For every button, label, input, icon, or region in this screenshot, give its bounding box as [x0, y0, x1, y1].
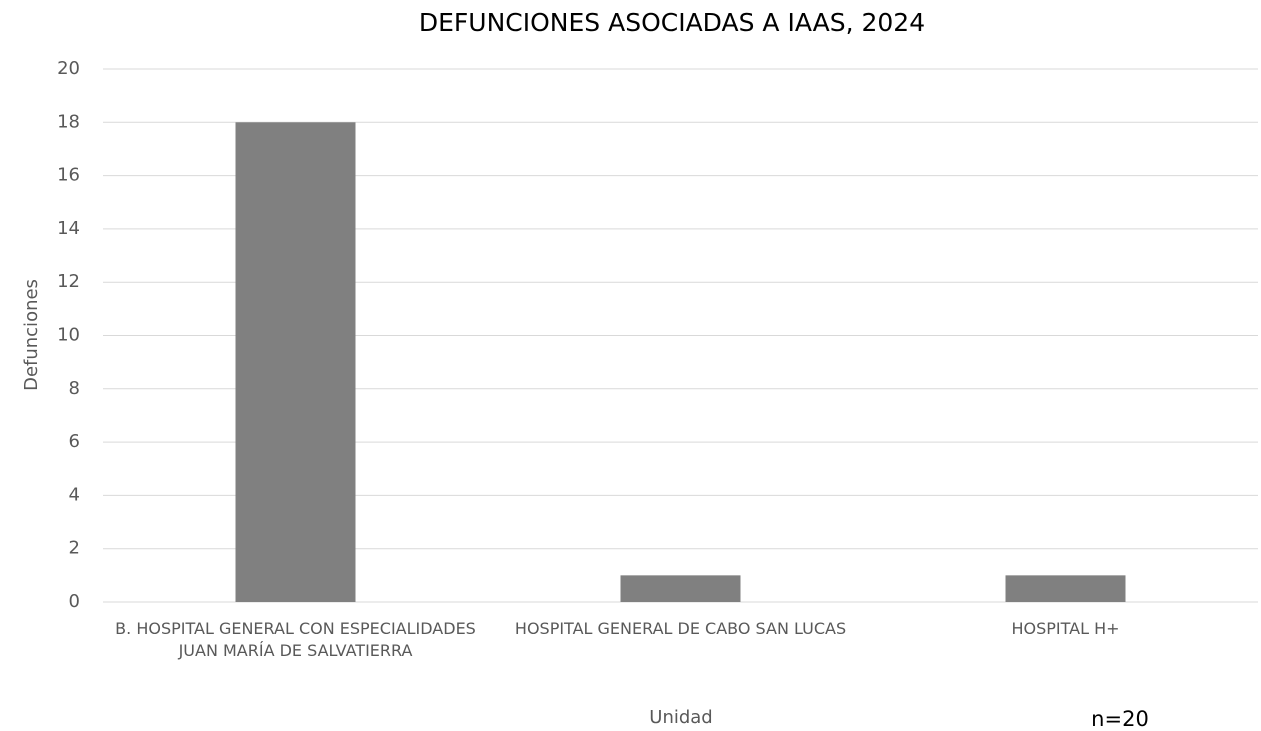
- y-tick-label: 16: [57, 165, 80, 186]
- y-tick-label: 2: [69, 538, 80, 559]
- bar: [235, 122, 356, 603]
- x-tick-label-box: HOSPITAL H+: [1011, 619, 1120, 638]
- y-tick-label: 12: [57, 271, 80, 292]
- bar: [620, 575, 741, 602]
- x-axis-label: Unidad: [649, 707, 712, 728]
- x-tick-label: HOSPITAL H+: [1011, 619, 1120, 638]
- annotation: n=20: [1091, 707, 1149, 731]
- y-axis-label: Defunciones: [21, 279, 42, 391]
- y-tick-label: 14: [57, 218, 80, 239]
- y-tick-label: 8: [69, 378, 80, 399]
- y-tick-label: 10: [57, 325, 80, 346]
- x-tick-label: HOSPITAL GENERAL DE CABO SAN LUCAS: [514, 619, 847, 638]
- y-tick-label: 6: [69, 431, 80, 452]
- y-tick-label: 18: [57, 111, 80, 132]
- x-tick-label: B. HOSPITAL GENERAL CON ESPECIALIDADES J…: [115, 619, 476, 660]
- y-tick-label: 4: [69, 484, 80, 505]
- chart-title: DEFUNCIONES ASOCIADAS A IAAS, 2024: [419, 8, 925, 37]
- x-tick-label-box: HOSPITAL GENERAL DE CABO SAN LUCAS: [514, 619, 847, 638]
- x-tick-label-box: B. HOSPITAL GENERAL CON ESPECIALIDADES J…: [115, 619, 476, 660]
- y-tick-label: 20: [57, 58, 80, 79]
- bar: [1005, 575, 1126, 602]
- y-tick-label: 0: [69, 591, 80, 612]
